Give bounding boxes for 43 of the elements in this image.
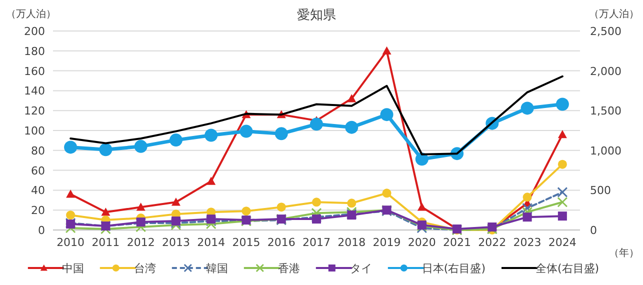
x-tick-label: 2019: [372, 236, 401, 249]
y-tick-label: 180: [24, 44, 45, 58]
y-tick-label: 60: [31, 164, 45, 178]
x-tick-label: 2012: [126, 236, 155, 249]
y-tick-label: 40: [31, 184, 45, 198]
y-tick-label: 140: [24, 84, 45, 98]
x-tick-label: 2020: [408, 236, 436, 249]
x-tick-label: 2014: [197, 236, 226, 249]
legend-label: 中国: [62, 262, 84, 275]
x-tick-label: 2016: [267, 236, 296, 249]
x-tick-label: 2015: [232, 236, 260, 249]
x-tick-label: 2021: [443, 236, 472, 249]
y-tick-label: 200: [24, 25, 45, 38]
y-tick-label: 100: [24, 124, 45, 138]
x-tick-label: 2022: [478, 236, 506, 249]
y-tick-label: 80: [31, 144, 45, 158]
y2-axis-title: （万人泊）: [589, 8, 639, 20]
y-tick-label: 20: [31, 204, 45, 218]
chart-title: 愛知県: [297, 8, 336, 23]
x-tick-label: 2011: [92, 236, 120, 249]
x-tick-label: 2023: [513, 236, 542, 249]
y-tick-label: 160: [24, 64, 45, 78]
x-tick-label: 2010: [56, 236, 85, 249]
legend-label: 日本(右目盛): [422, 262, 486, 275]
x-axis-title: （年）: [609, 247, 639, 259]
x-tick-label: 2024: [548, 236, 576, 249]
y2-tick-label: 2,000: [590, 64, 622, 78]
y2-tick-label: 0: [590, 224, 597, 237]
y-tick-label: 120: [24, 104, 45, 118]
y2-tick-label: 2,500: [590, 25, 622, 38]
legend-label: 韓国: [206, 262, 228, 275]
y2-tick-label: 500: [590, 184, 611, 198]
x-tick-label: 2017: [302, 236, 330, 249]
y2-tick-label: 1,500: [590, 104, 622, 118]
y-axis-title: （万人泊）: [6, 8, 56, 20]
y2-tick-label: 1,000: [590, 144, 622, 158]
legend-label: タイ: [350, 262, 372, 275]
legend-label: 全体(右目盛): [536, 262, 600, 275]
legend-label: 台湾: [134, 262, 156, 275]
x-tick-label: 2013: [162, 236, 190, 249]
legend-label: 香港: [278, 262, 300, 275]
x-tick-label: 2018: [338, 236, 366, 249]
y-tick-label: 0: [38, 224, 45, 237]
